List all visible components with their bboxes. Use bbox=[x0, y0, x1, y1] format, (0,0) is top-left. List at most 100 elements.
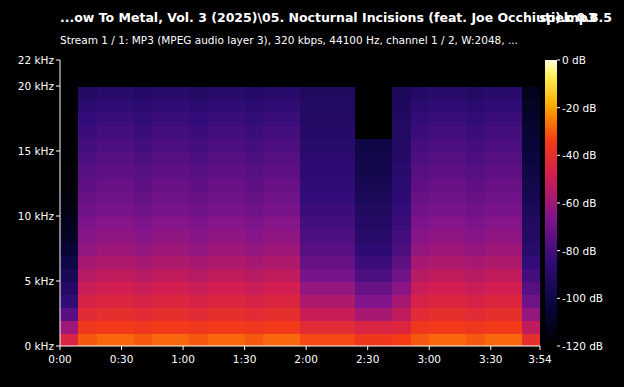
cell bbox=[282, 112, 301, 126]
cell bbox=[429, 164, 448, 178]
cell bbox=[97, 229, 116, 243]
cell bbox=[503, 242, 522, 256]
cell bbox=[522, 112, 540, 126]
cell bbox=[134, 307, 153, 321]
x-tick-label: 0:30 bbox=[110, 353, 134, 365]
cell bbox=[429, 112, 448, 126]
cell bbox=[245, 125, 264, 139]
cell bbox=[115, 255, 134, 269]
cell bbox=[466, 320, 485, 334]
cell bbox=[466, 125, 485, 139]
cell bbox=[226, 307, 245, 321]
x-axis bbox=[60, 346, 540, 347]
cell bbox=[429, 255, 448, 269]
cell bbox=[318, 320, 337, 334]
cell bbox=[134, 229, 153, 243]
cell bbox=[263, 125, 282, 139]
cell bbox=[171, 190, 190, 204]
cell bbox=[466, 151, 485, 165]
cell bbox=[466, 203, 485, 217]
cell bbox=[355, 190, 374, 204]
cell bbox=[115, 307, 134, 321]
cell bbox=[115, 229, 134, 243]
x-tick bbox=[490, 346, 491, 350]
cell bbox=[282, 216, 301, 230]
cell bbox=[429, 73, 448, 87]
cell bbox=[503, 60, 522, 74]
cell bbox=[355, 268, 374, 282]
cell bbox=[466, 242, 485, 256]
cell bbox=[448, 203, 467, 217]
cell bbox=[60, 190, 79, 204]
y-tick-label: 0 kHz bbox=[24, 340, 54, 352]
cell bbox=[171, 320, 190, 334]
cell bbox=[134, 333, 153, 346]
cell bbox=[466, 281, 485, 295]
cell bbox=[152, 268, 171, 282]
cell bbox=[245, 164, 264, 178]
cell bbox=[60, 177, 79, 191]
cell bbox=[522, 203, 540, 217]
cell bbox=[189, 216, 208, 230]
cell bbox=[466, 73, 485, 87]
x-tick-label: 3:00 bbox=[417, 353, 441, 365]
cell bbox=[171, 60, 190, 74]
cell bbox=[97, 333, 116, 346]
cell bbox=[189, 294, 208, 308]
cell bbox=[263, 138, 282, 152]
cell bbox=[134, 281, 153, 295]
cell bbox=[448, 268, 467, 282]
cell bbox=[97, 242, 116, 256]
cell bbox=[245, 281, 264, 295]
cell bbox=[522, 216, 540, 230]
cell bbox=[152, 294, 171, 308]
cell bbox=[337, 99, 356, 113]
cell bbox=[134, 151, 153, 165]
cell bbox=[411, 138, 430, 152]
cell bbox=[318, 203, 337, 217]
cell bbox=[60, 229, 79, 243]
cell bbox=[134, 203, 153, 217]
cell bbox=[374, 138, 393, 152]
cell bbox=[115, 86, 134, 100]
cell bbox=[466, 164, 485, 178]
cell bbox=[245, 190, 264, 204]
cell bbox=[300, 138, 319, 152]
cell bbox=[411, 164, 430, 178]
cell bbox=[282, 294, 301, 308]
cell bbox=[392, 190, 411, 204]
cell bbox=[374, 164, 393, 178]
cell bbox=[226, 151, 245, 165]
cell bbox=[152, 255, 171, 269]
cell bbox=[152, 73, 171, 87]
cell bbox=[282, 138, 301, 152]
cell bbox=[78, 216, 97, 230]
cell bbox=[300, 307, 319, 321]
cell bbox=[485, 164, 504, 178]
cell bbox=[374, 190, 393, 204]
cell bbox=[448, 138, 467, 152]
cell bbox=[171, 86, 190, 100]
cell bbox=[411, 242, 430, 256]
cell bbox=[337, 294, 356, 308]
cell bbox=[152, 333, 171, 346]
cell bbox=[208, 216, 227, 230]
cell bbox=[392, 229, 411, 243]
cell bbox=[263, 164, 282, 178]
cell bbox=[189, 203, 208, 217]
cell bbox=[97, 177, 116, 191]
cell bbox=[97, 60, 116, 74]
cell bbox=[171, 281, 190, 295]
cell bbox=[448, 255, 467, 269]
cell bbox=[318, 307, 337, 321]
cell bbox=[97, 138, 116, 152]
cell bbox=[337, 73, 356, 87]
cell bbox=[189, 242, 208, 256]
cell bbox=[485, 255, 504, 269]
cell bbox=[466, 138, 485, 152]
x-tick-label: 1:30 bbox=[233, 353, 257, 365]
x-tick-label: 3:54 bbox=[528, 353, 552, 365]
cell bbox=[392, 320, 411, 334]
cell bbox=[189, 99, 208, 113]
cell bbox=[355, 125, 374, 139]
